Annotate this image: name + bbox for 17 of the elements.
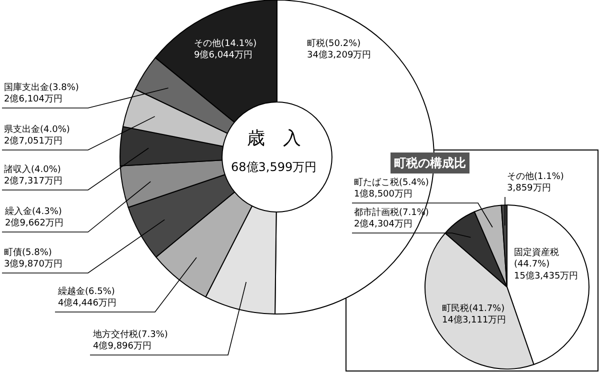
- slice-label: その他(14.1%) 9億6,044万円: [194, 38, 257, 61]
- text: 歳 入: [247, 128, 301, 149]
- chart-title: 町税の構成比: [394, 156, 466, 170]
- slice-label: 固定資産税: [514, 247, 559, 258]
- slice-label: 町たばこ税(5.4%) 1億8,500万円: [354, 177, 429, 200]
- slice-label: 国庫支出金(3.8%) 2億6,104万円: [4, 82, 79, 105]
- slice-label: 県支出金(4.0%) 2億7,051万円: [4, 124, 70, 147]
- slice-label: 町債(5.8%) 3億9,870万円: [4, 247, 62, 270]
- data-label: (44.7%) 15億3,435万円: [514, 260, 578, 282]
- slice-label: 繰入金(4.3%) 2億9,662万円: [4, 206, 64, 229]
- slice-label: 諸収入(4.0%) 2億7,317万円: [4, 164, 62, 187]
- slice-label: 町民税(41.7%) 14億3,111万円: [442, 303, 506, 326]
- slice-label: 繰越金(6.5%) 4億4,446万円: [57, 286, 116, 309]
- text: 68億3,599万円: [231, 160, 317, 174]
- slice-label: その他(1.1%) 3,859万円: [507, 171, 564, 194]
- slice-label: 地方交付税(7.3%) 4億9,896万円: [92, 329, 168, 352]
- slice-label: 町税(50.2%) 34億3,209万円: [307, 38, 372, 61]
